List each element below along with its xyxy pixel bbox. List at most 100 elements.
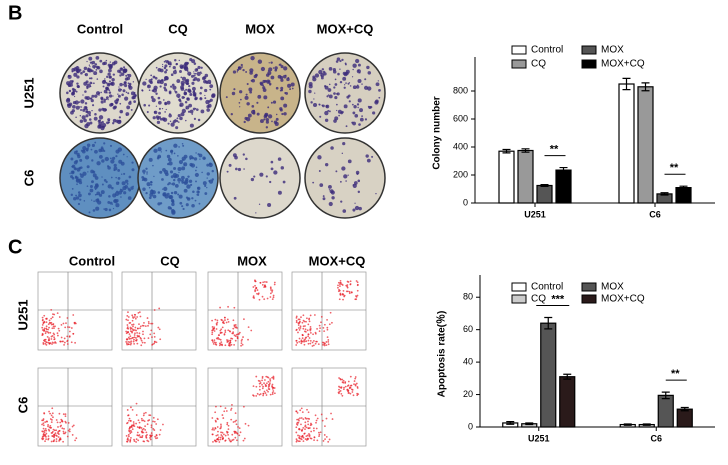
colony (193, 72, 195, 75)
colony (164, 76, 169, 81)
colony (273, 170, 278, 175)
colony (80, 149, 83, 152)
event (302, 436, 305, 439)
event (319, 431, 322, 434)
event (212, 342, 215, 345)
event (134, 313, 137, 316)
colony (324, 85, 327, 88)
colony (142, 169, 146, 174)
colony (179, 201, 183, 205)
event (68, 430, 71, 433)
flow-plot (121, 367, 197, 447)
colony (237, 66, 242, 71)
event (273, 281, 276, 284)
event (230, 407, 233, 410)
colony (153, 110, 158, 115)
colony (173, 190, 178, 195)
colony (112, 95, 114, 97)
colony (270, 61, 273, 64)
colony (163, 82, 168, 87)
event (269, 378, 272, 380)
event (49, 331, 52, 334)
colony (355, 85, 360, 89)
colony (92, 64, 96, 69)
colony (75, 105, 80, 110)
colony (203, 157, 206, 160)
event (261, 375, 264, 378)
event (132, 325, 134, 328)
event (315, 421, 317, 424)
colony (72, 91, 75, 94)
event (238, 427, 241, 430)
event (349, 386, 351, 389)
event (271, 385, 273, 387)
row-label: U251 (15, 299, 30, 330)
colony (352, 63, 357, 68)
colony (121, 181, 126, 186)
colony (151, 98, 156, 103)
colony (120, 72, 125, 76)
event (339, 377, 342, 380)
event (127, 330, 129, 333)
colony (122, 89, 126, 93)
event (349, 375, 352, 378)
event (143, 341, 146, 344)
event (43, 314, 46, 317)
event (64, 415, 67, 418)
event (58, 412, 61, 415)
colony (192, 190, 195, 194)
colony (352, 85, 357, 90)
event (50, 317, 53, 320)
event (346, 286, 349, 289)
colony (133, 93, 137, 98)
colony (185, 119, 187, 122)
colony (342, 71, 347, 76)
event (301, 334, 304, 337)
colony (201, 72, 203, 74)
colony (206, 172, 210, 176)
colony (95, 56, 100, 60)
event (295, 316, 298, 319)
event (348, 292, 351, 295)
colony (366, 158, 371, 163)
colony (163, 99, 165, 101)
event (315, 419, 318, 422)
event (342, 388, 345, 391)
colony (74, 167, 77, 170)
colony (88, 77, 91, 80)
colony (277, 190, 282, 195)
event (313, 429, 315, 432)
error-bar (642, 423, 651, 426)
event (272, 386, 275, 389)
colony (132, 81, 135, 83)
event (128, 333, 131, 335)
colony (98, 154, 103, 159)
colony (78, 166, 82, 170)
colony (157, 154, 162, 159)
event (138, 311, 141, 314)
colony (104, 156, 109, 162)
colony (238, 102, 241, 104)
colony (104, 108, 107, 112)
colony (165, 60, 167, 62)
colony (162, 168, 166, 172)
colony (180, 87, 185, 91)
colony (120, 67, 123, 70)
event (296, 439, 298, 442)
error-bar (641, 82, 650, 92)
event (233, 430, 236, 433)
event (42, 424, 45, 427)
event (261, 283, 264, 286)
event (339, 292, 342, 295)
event (316, 439, 319, 442)
event (298, 329, 301, 331)
event (149, 434, 152, 437)
event (135, 438, 138, 441)
colony (80, 108, 83, 111)
colony (342, 76, 347, 81)
colony (194, 107, 197, 110)
event (259, 393, 262, 395)
colony (186, 82, 190, 86)
event (296, 341, 299, 344)
colony (115, 155, 118, 158)
